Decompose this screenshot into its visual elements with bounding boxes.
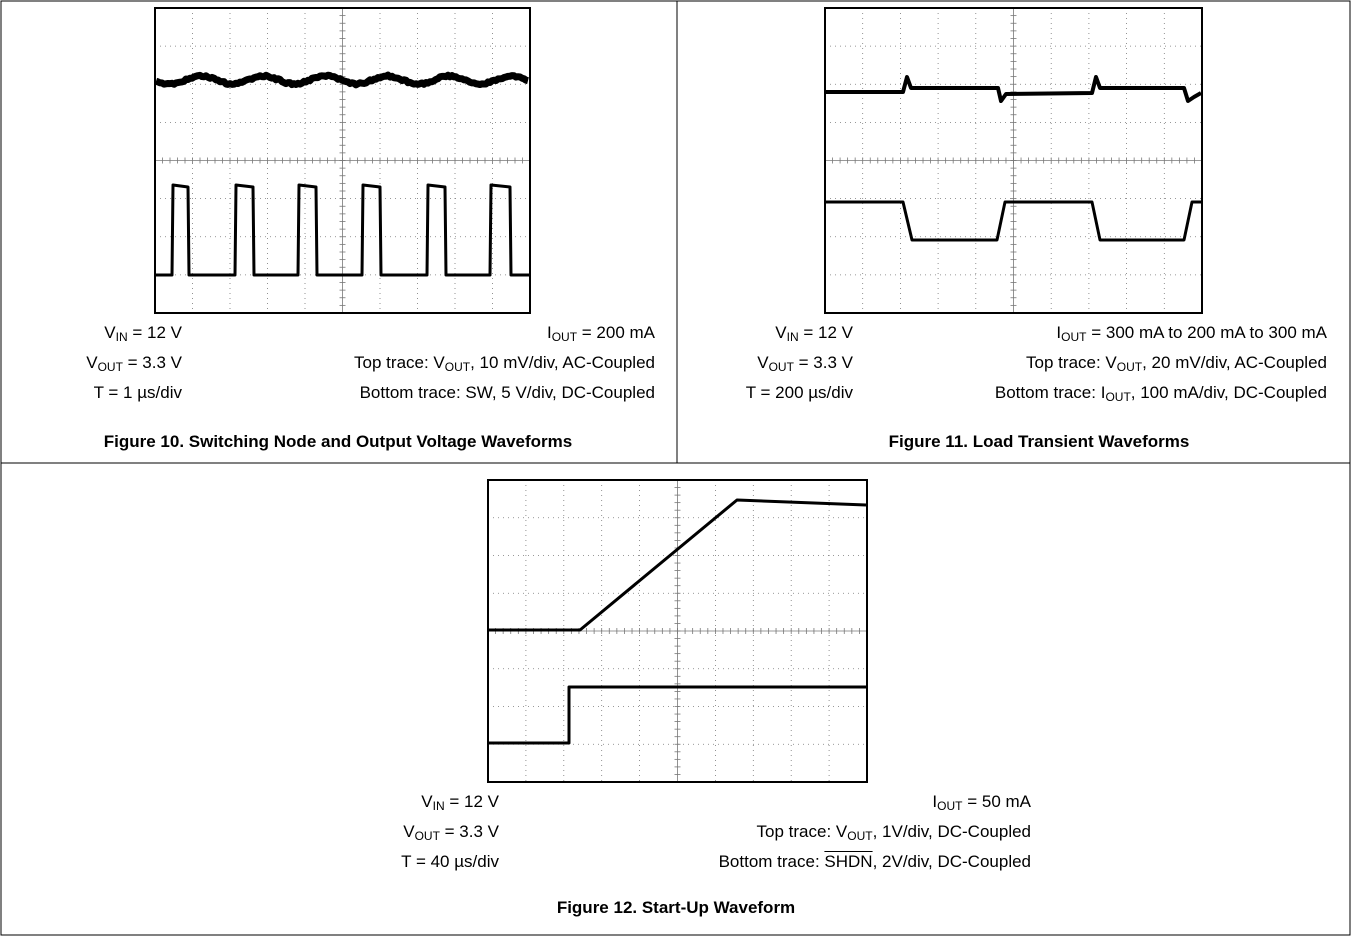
text: , 100 mA/div, DC-Coupled: [1131, 383, 1327, 402]
figure-caption: Figure 11. Load Transient Waveforms: [889, 432, 1190, 452]
condition-line: VOUT = 3.3 V: [403, 822, 499, 842]
text: Bottom trace:: [719, 852, 825, 871]
text: V: [86, 353, 97, 372]
figure-caption: Figure 10. Switching Node and Output Vol…: [104, 432, 573, 452]
text: V: [421, 792, 432, 811]
text: T = 200 µs/div: [746, 383, 853, 402]
text: Bottom trace: I: [995, 383, 1106, 402]
subscript: OUT: [98, 360, 123, 374]
subscript: IN: [433, 799, 445, 813]
text: = 3.3 V: [794, 353, 853, 372]
trace: [156, 75, 528, 85]
condition-line: VOUT = 3.3 V: [757, 353, 853, 373]
condition-line: T = 200 µs/div: [746, 383, 853, 403]
text: Top trace: V: [757, 822, 848, 841]
text: Top trace: V: [1026, 353, 1117, 372]
text: , 1V/div, DC-Coupled: [873, 822, 1031, 841]
text: = 50 mA: [962, 792, 1031, 811]
text: = 12 V: [128, 323, 182, 342]
subscript: OUT: [1105, 390, 1130, 404]
text: = 200 mA: [577, 323, 655, 342]
text: V: [775, 323, 786, 342]
text: = 3.3 V: [440, 822, 499, 841]
text: , 2V/div, DC-Coupled: [873, 852, 1031, 871]
condition-line: VIN = 12 V: [775, 323, 853, 343]
text: Top trace: V: [354, 353, 445, 372]
condition-line: Top trace: VOUT, 20 mV/div, AC-Coupled: [1026, 353, 1327, 373]
subscript: OUT: [1061, 330, 1086, 344]
text: SHDN: [824, 852, 872, 871]
subscript: IN: [116, 330, 128, 344]
text: = 300 mA to 200 mA to 300 mA: [1086, 323, 1327, 342]
condition-line: VOUT = 3.3 V: [86, 353, 182, 373]
subscript: OUT: [847, 829, 872, 843]
text: V: [757, 353, 768, 372]
text: = 12 V: [799, 323, 853, 342]
subscript: OUT: [552, 330, 577, 344]
condition-line: VIN = 12 V: [421, 792, 499, 812]
text: Bottom trace: SW, 5 V/div, DC-Coupled: [360, 383, 655, 402]
condition-line: VIN = 12 V: [104, 323, 182, 343]
condition-line: IOUT = 200 mA: [547, 323, 655, 343]
text: = 3.3 V: [123, 353, 182, 372]
subscript: OUT: [769, 360, 794, 374]
text: T = 1 µs/div: [94, 383, 182, 402]
text: , 20 mV/div, AC-Coupled: [1142, 353, 1327, 372]
subscript: OUT: [415, 829, 440, 843]
subscript: OUT: [937, 799, 962, 813]
text: V: [403, 822, 414, 841]
condition-line: Bottom trace: IOUT, 100 mA/div, DC-Coupl…: [995, 383, 1327, 403]
text: , 10 mV/div, AC-Coupled: [470, 353, 655, 372]
condition-line: T = 1 µs/div: [94, 383, 182, 403]
condition-line: T = 40 µs/div: [401, 852, 499, 872]
condition-line: Top trace: VOUT, 10 mV/div, AC-Coupled: [354, 353, 655, 373]
text: = 12 V: [445, 792, 499, 811]
figure-caption: Figure 12. Start-Up Waveform: [557, 898, 795, 918]
subscript: IN: [787, 330, 799, 344]
text: V: [104, 323, 115, 342]
subscript: OUT: [445, 360, 470, 374]
condition-line: IOUT = 50 mA: [932, 792, 1031, 812]
condition-line: Top trace: VOUT, 1V/div, DC-Coupled: [757, 822, 1031, 842]
subscript: OUT: [1117, 360, 1142, 374]
condition-line: Bottom trace: SW, 5 V/div, DC-Coupled: [360, 383, 655, 403]
condition-line: IOUT = 300 mA to 200 mA to 300 mA: [1056, 323, 1327, 343]
text: T = 40 µs/div: [401, 852, 499, 871]
condition-line: Bottom trace: SHDN, 2V/div, DC-Coupled: [719, 852, 1031, 872]
